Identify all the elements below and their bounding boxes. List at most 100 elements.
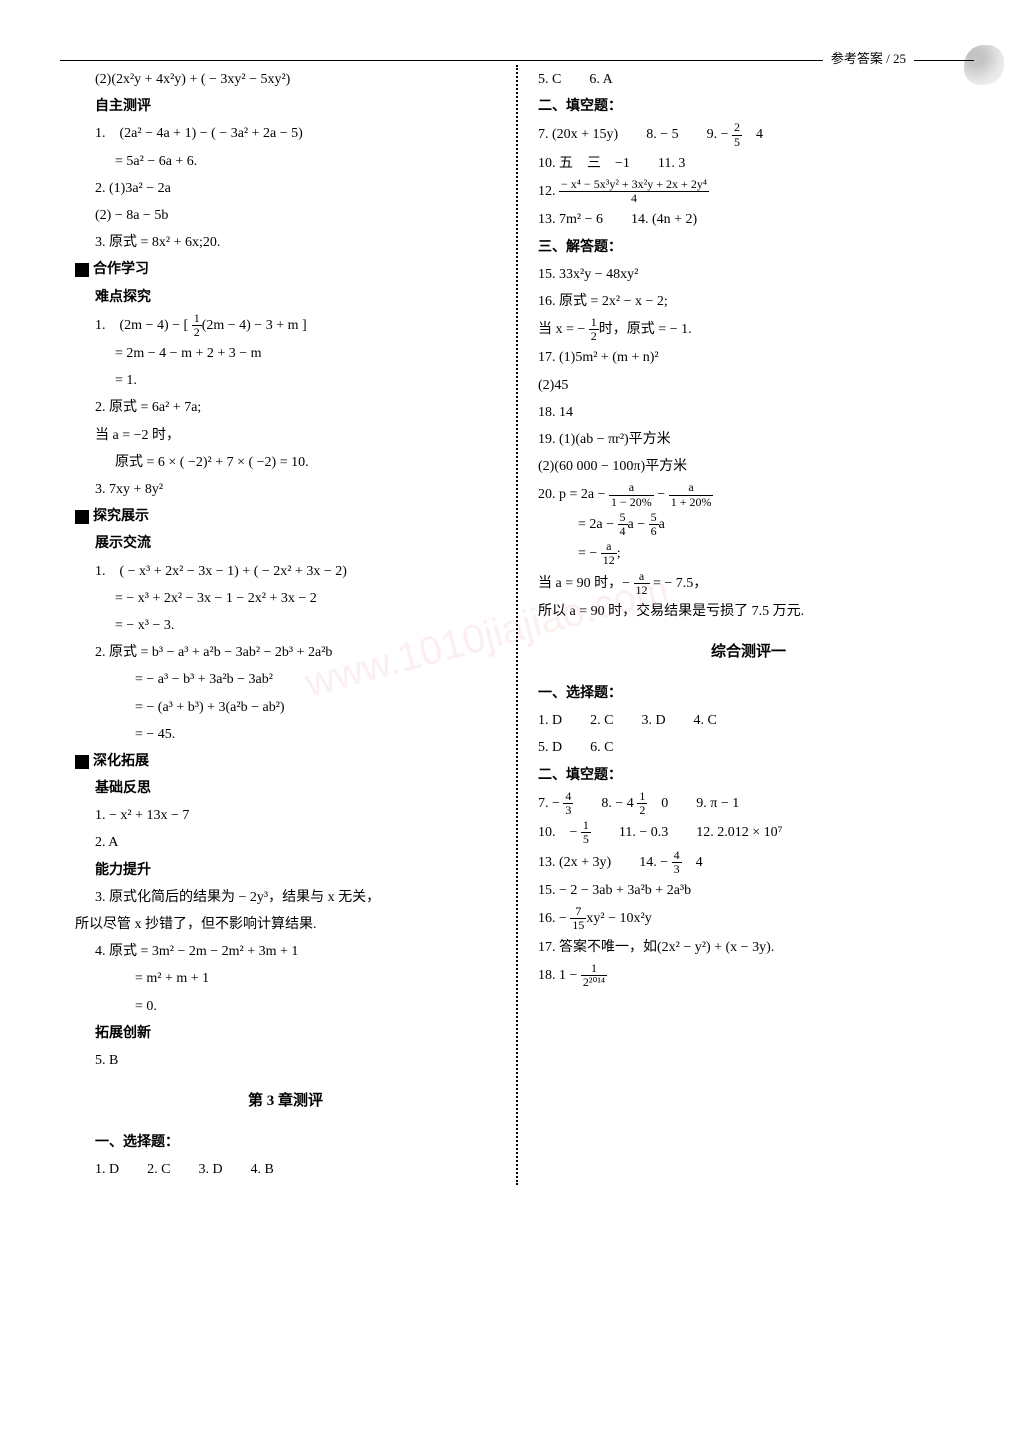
- answer: 20. p = 2a − a1 − 20% − a1 + 20%: [538, 481, 959, 508]
- fraction: a12: [634, 570, 650, 597]
- text: −: [654, 487, 669, 502]
- text: 4: [682, 854, 703, 869]
- fraction: 12: [589, 316, 599, 343]
- fraction: 25: [732, 121, 742, 148]
- page-header: 参考答案 / 25: [823, 47, 914, 70]
- text: 当 a = 90 时，− a12 = − 7.5，: [538, 570, 959, 597]
- answer: 17. (1)5m² + (m + n)²: [538, 345, 959, 370]
- text: (2m − 4) − 3 + m: [202, 318, 299, 333]
- answer: 19. (1)(ab − πr²)平方米: [538, 427, 959, 452]
- answer: 1. ( − x³ + 2x² − 3x − 1) + ( − 2x² + 3x…: [95, 559, 496, 584]
- answer: 13. (2x + 3y) 14. − 43 4: [538, 849, 959, 876]
- answer: (2) − 8a − 5b: [95, 203, 496, 228]
- section-heading: 探究展示: [75, 504, 496, 529]
- fraction: 43: [563, 790, 573, 817]
- answer: 15. − 2 − 3ab + 3a²b + 2a³b: [538, 878, 959, 903]
- answer: 12. − x⁴ − 5x³y² + 3x²y + 2x + 2y⁴4: [538, 178, 959, 205]
- page-container: 参考答案 / 25 www.1010jiajiao.com (2)(2x²y +…: [0, 0, 1024, 1225]
- text: 当 x = −: [538, 322, 589, 337]
- text: 0 9. π − 1: [647, 796, 739, 811]
- answer: 2. A: [95, 830, 496, 855]
- answer: 18. 14: [538, 400, 959, 425]
- text: 7. (20x + 15y) 8. − 5 9. −: [538, 127, 732, 142]
- answer: 2. (1)3a² − 2a: [95, 176, 496, 201]
- text: 18. 1 −: [538, 968, 581, 983]
- step: = − (a³ + b³) + 3(a²b − ab²): [135, 695, 496, 720]
- corner-decoration: [964, 45, 1004, 85]
- subheading: 三、解答题：: [538, 235, 959, 260]
- step: = − a³ − b³ + 3a²b − 3ab²: [135, 667, 496, 692]
- answer: 5. B: [95, 1048, 496, 1073]
- text: 16. −: [538, 911, 570, 926]
- step: = − x³ − 3.: [115, 613, 496, 638]
- text: 20. p = 2a −: [538, 487, 609, 502]
- text: 8. − 4: [573, 796, 637, 811]
- section-label: 合作学习: [93, 262, 149, 277]
- answer: (2)45: [538, 373, 959, 398]
- answer: 当 x = − 12时，原式 = − 1.: [538, 316, 959, 343]
- answer: 5. C 6. A: [538, 67, 959, 92]
- fraction: 715: [570, 905, 586, 932]
- text: 13. (2x + 3y) 14. −: [538, 854, 672, 869]
- text: 所以 a = 90 时，交易结果是亏损了 7.5 万元.: [538, 599, 959, 624]
- subheading: 能力提升: [95, 858, 496, 883]
- answer: 1. (2m − 4) − [ 12(2m − 4) − 3 + m ]: [95, 312, 496, 339]
- header-rule: 参考答案 / 25: [60, 60, 974, 61]
- answer: 1. (2a² − 4a + 1) − ( − 3a² + 2a − 5): [95, 121, 496, 146]
- text: 所以尽管 x 抄错了，但不影响计算结果.: [75, 912, 496, 937]
- text: 当 a = −2 时，: [95, 423, 496, 448]
- expr: (2)(2x²y + 4x²y) + ( − 3xy² − 5xy²): [95, 67, 496, 92]
- text: = −: [578, 546, 601, 561]
- section-label: 深化拓展: [93, 754, 149, 769]
- fraction: a12: [601, 540, 617, 567]
- step: = − 45.: [135, 722, 496, 747]
- left-column: (2)(2x²y + 4x²y) + ( − 3xy² − 5xy²) 自主测评…: [60, 65, 511, 1185]
- text: 10. −: [538, 825, 581, 840]
- fraction: 12: [192, 312, 202, 339]
- answer: 3. 7xy + 8y²: [95, 477, 496, 502]
- subheading: 二、填空题：: [538, 94, 959, 119]
- section-heading: 深化拓展: [75, 749, 496, 774]
- text: 1. (2m − 4) −: [95, 318, 184, 333]
- step: = m² + m + 1: [135, 966, 496, 991]
- fraction: a1 + 20%: [669, 481, 714, 508]
- text: 7. −: [538, 796, 563, 811]
- answer: 7. − 43 8. − 4 12 0 9. π − 1: [538, 790, 959, 817]
- text: 4: [742, 127, 763, 142]
- text: a −: [628, 517, 649, 532]
- text: 时，原式 = − 1.: [599, 322, 692, 337]
- step: = 0.: [135, 994, 496, 1019]
- subheading: 一、选择题：: [538, 681, 959, 706]
- answer: 16. − 715xy² − 10x²y: [538, 905, 959, 932]
- text: = − 7.5，: [650, 575, 708, 590]
- answer: 2. 原式 = 6a² + 7a;: [95, 395, 496, 420]
- subheading: 自主测评: [95, 94, 496, 119]
- answer: 17. 答案不唯一，如(2x² − y²) + (x − 3y).: [538, 935, 959, 960]
- answer: 13. 7m² − 6 14. (4n + 2): [538, 207, 959, 232]
- fraction: 12: [637, 790, 647, 817]
- answer: 2. 原式 = b³ − a³ + a²b − 3ab² − 2b³ + 2a²…: [95, 640, 496, 665]
- answer: 18. 1 − 12²⁰¹⁴: [538, 962, 959, 989]
- answer: 7. (20x + 15y) 8. − 5 9. − 25 4: [538, 121, 959, 148]
- fraction: 56: [649, 511, 659, 538]
- fraction: 54: [618, 511, 628, 538]
- text: 当 a = 90 时，−: [538, 575, 634, 590]
- content-columns: (2)(2x²y + 4x²y) + ( − 3xy² − 5xy²) 自主测评…: [60, 65, 974, 1185]
- answer: 3. 原式化简后的结果为 − 2y³，结果与 x 无关，: [95, 885, 496, 910]
- fraction: a1 − 20%: [609, 481, 654, 508]
- right-column: 5. C 6. A 二、填空题： 7. (20x + 15y) 8. − 5 9…: [523, 65, 974, 1185]
- fraction: 43: [672, 849, 682, 876]
- marker-icon: [75, 755, 89, 769]
- section-heading: 合作学习: [75, 257, 496, 282]
- answer: 1. D 2. C 3. D 4. C: [538, 708, 959, 733]
- answer: 10. 五 三 −1 11. 3: [538, 151, 959, 176]
- answer: 15. 33x²y − 48xy²: [538, 262, 959, 287]
- step: = − x³ + 2x² − 3x − 1 − 2x² + 3x − 2: [115, 586, 496, 611]
- step: = − a12;: [578, 540, 959, 567]
- subheading: 拓展创新: [95, 1021, 496, 1046]
- step: = 5a² − 6a + 6.: [115, 149, 496, 174]
- subheading: 展示交流: [95, 531, 496, 556]
- fraction: − x⁴ − 5x³y² + 3x²y + 2x + 2y⁴4: [559, 178, 709, 205]
- section-label: 探究展示: [93, 509, 149, 524]
- answer: (2)(60 000 − 100π)平方米: [538, 454, 959, 479]
